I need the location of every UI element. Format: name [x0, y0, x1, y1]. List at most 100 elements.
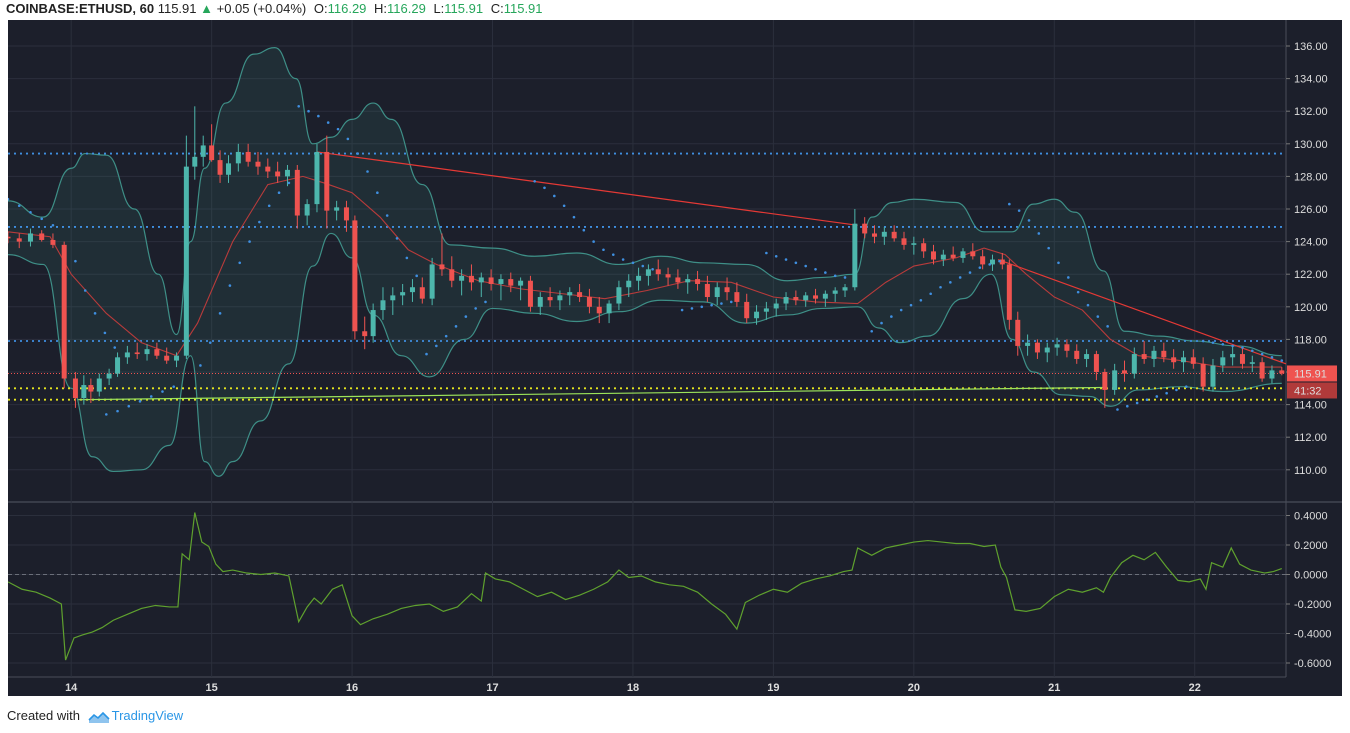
parabolic-sar-dot	[287, 181, 291, 185]
parabolic-sar-dot	[277, 191, 281, 194]
parabolic-sar-dot	[1221, 342, 1225, 346]
parabolic-sar-dot	[680, 308, 684, 312]
parabolic-sar-dot	[621, 258, 625, 261]
candle-body	[803, 295, 809, 301]
candle-body	[400, 292, 406, 296]
candle-body	[567, 292, 573, 296]
candle	[822, 290, 828, 307]
candle	[675, 269, 681, 289]
candle	[547, 287, 553, 307]
candle-body	[1220, 357, 1226, 366]
candle	[862, 217, 868, 239]
parabolic-sar-dot	[592, 240, 595, 243]
parabolic-sar-dot	[474, 307, 477, 310]
candle-body	[1151, 350, 1157, 359]
parabolic-sar-dot	[326, 121, 330, 124]
candle	[921, 238, 927, 258]
candle-body	[164, 355, 170, 361]
candle-body	[284, 169, 290, 177]
candle-body	[1131, 354, 1137, 374]
trendline	[997, 258, 1286, 365]
candle-body	[901, 238, 907, 245]
parabolic-sar-dot	[1145, 398, 1149, 402]
parabolic-sar-dot	[958, 276, 962, 279]
price-tick-label: 112.00	[1294, 432, 1327, 444]
parabolic-sar-dot	[1165, 391, 1168, 395]
parabolic-sar-dot	[17, 204, 21, 208]
candle	[362, 316, 368, 350]
parabolic-sar-dot	[258, 220, 261, 224]
candle-body	[665, 274, 671, 278]
candle-body	[1200, 363, 1206, 387]
candle	[1259, 357, 1265, 382]
tradingview-link[interactable]: TradingView	[111, 708, 184, 723]
parabolic-sar-dot	[1086, 303, 1090, 307]
parabolic-sar-dot	[833, 274, 837, 278]
parabolic-sar-dot	[113, 346, 117, 349]
candle	[1064, 339, 1070, 358]
candle-body	[1230, 354, 1236, 358]
candle	[1151, 345, 1157, 368]
candle-body	[1121, 370, 1127, 374]
candle	[1161, 342, 1167, 363]
candle	[1121, 360, 1127, 382]
bollinger-lower-line	[8, 232, 1282, 477]
candle-body	[1015, 319, 1021, 346]
candle	[225, 155, 231, 183]
candle	[577, 283, 583, 302]
parabolic-sar-dot	[1270, 356, 1274, 359]
candle-body	[1171, 357, 1177, 363]
parabolic-sar-dot	[824, 271, 827, 274]
candle	[911, 236, 917, 255]
date-tick-label: 21	[1048, 682, 1060, 694]
candle	[314, 143, 320, 213]
candle	[960, 248, 966, 263]
candle-body	[675, 277, 681, 283]
candle	[449, 256, 455, 288]
tradingview-logo-icon[interactable]	[88, 710, 110, 724]
date-tick-label: 16	[346, 682, 358, 694]
candle	[970, 243, 976, 260]
candle	[616, 280, 622, 311]
candle-body	[115, 357, 121, 374]
parabolic-sar-dot	[1231, 344, 1234, 348]
price-tick-label: 120.00	[1294, 302, 1328, 314]
candle-body	[822, 293, 828, 299]
parabolic-sar-dot	[1201, 339, 1205, 343]
candle	[842, 283, 848, 298]
candle	[275, 161, 281, 183]
candle-body	[8, 236, 11, 239]
candle	[734, 282, 740, 307]
candle	[626, 274, 632, 298]
candle	[1044, 342, 1050, 363]
parabolic-sar-dot	[804, 264, 807, 268]
candle-body	[134, 352, 140, 355]
candle	[16, 233, 22, 249]
parabolic-sar-dot	[1280, 359, 1284, 362]
candle	[324, 135, 330, 229]
candle-body	[527, 280, 533, 307]
symbol-header: COINBASE:ETHUSD, 60 115.91 ▲ +0.05 (+0.0…	[6, 0, 543, 18]
parabolic-sar-dot	[1047, 246, 1050, 250]
candle	[245, 143, 251, 167]
parabolic-sar-dot	[978, 266, 982, 269]
close-label: C:	[490, 1, 504, 16]
candle	[527, 275, 533, 312]
parabolic-sar-dot	[843, 276, 847, 279]
candle	[1015, 311, 1021, 356]
parabolic-sar-dot	[297, 105, 301, 108]
countdown-badge	[1287, 382, 1337, 399]
candle	[930, 244, 936, 265]
parabolic-sar-dot	[425, 352, 428, 356]
countdown-label: 41:32	[1294, 385, 1322, 397]
candle	[989, 254, 995, 271]
candle	[183, 135, 189, 359]
osc-tick-label: 0.0000	[1294, 570, 1328, 582]
footer-credit: Created with TradingView	[7, 707, 183, 725]
candle-body	[645, 269, 651, 276]
candle-body	[144, 349, 150, 355]
candle	[209, 124, 215, 162]
candle-body	[225, 163, 231, 175]
candle-body	[1239, 354, 1245, 364]
